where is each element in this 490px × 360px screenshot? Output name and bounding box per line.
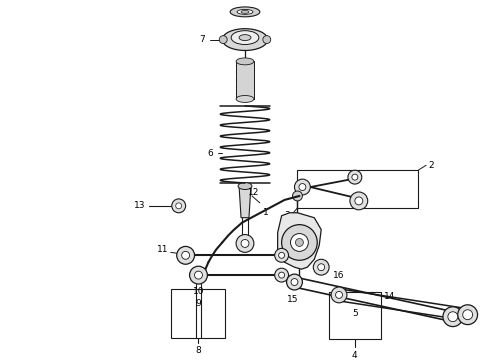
Circle shape	[279, 252, 285, 258]
Circle shape	[331, 287, 347, 303]
Circle shape	[241, 239, 249, 247]
Text: 11: 11	[157, 245, 169, 254]
Circle shape	[291, 234, 308, 251]
Text: 5: 5	[352, 309, 358, 318]
Circle shape	[263, 36, 271, 44]
Text: 2: 2	[428, 161, 434, 170]
Ellipse shape	[222, 29, 268, 50]
Circle shape	[313, 259, 329, 275]
Circle shape	[350, 192, 368, 210]
Circle shape	[448, 312, 458, 321]
Bar	[329, 292, 381, 339]
Circle shape	[275, 248, 289, 262]
Bar	[171, 289, 225, 338]
Text: 4: 4	[352, 351, 358, 360]
Circle shape	[458, 305, 478, 325]
Bar	[297, 170, 418, 208]
Text: 8: 8	[196, 346, 201, 355]
Circle shape	[287, 274, 302, 290]
Ellipse shape	[230, 7, 260, 17]
Circle shape	[299, 184, 306, 190]
Circle shape	[443, 307, 463, 327]
Circle shape	[355, 197, 363, 205]
Ellipse shape	[241, 10, 249, 13]
Circle shape	[182, 251, 190, 259]
Text: 9: 9	[196, 299, 201, 308]
Bar	[236, 61, 254, 99]
Text: 13: 13	[134, 201, 145, 210]
Text: 7: 7	[199, 35, 205, 44]
Circle shape	[177, 247, 195, 264]
Ellipse shape	[237, 9, 253, 14]
Ellipse shape	[231, 31, 259, 45]
Text: 1: 1	[263, 208, 269, 217]
Circle shape	[275, 268, 289, 282]
Circle shape	[282, 225, 317, 260]
Text: 6: 6	[208, 149, 213, 158]
Circle shape	[294, 179, 310, 195]
Text: 16: 16	[333, 271, 344, 280]
Circle shape	[236, 235, 254, 252]
Circle shape	[176, 203, 182, 209]
Circle shape	[352, 174, 358, 180]
Text: 3: 3	[284, 211, 290, 220]
Polygon shape	[239, 186, 251, 218]
Circle shape	[463, 310, 473, 320]
Circle shape	[279, 272, 285, 278]
Circle shape	[195, 271, 202, 279]
Text: 10: 10	[193, 287, 204, 296]
Polygon shape	[278, 213, 321, 269]
Text: 15: 15	[287, 295, 298, 304]
Ellipse shape	[236, 95, 254, 103]
Circle shape	[348, 170, 362, 184]
Text: 14: 14	[384, 292, 395, 301]
Circle shape	[336, 292, 343, 298]
Circle shape	[293, 191, 302, 201]
Circle shape	[219, 36, 227, 44]
Circle shape	[318, 264, 325, 271]
Circle shape	[172, 199, 186, 213]
Circle shape	[190, 266, 207, 284]
Ellipse shape	[236, 58, 254, 65]
Circle shape	[295, 239, 303, 247]
Text: 12: 12	[248, 189, 259, 198]
Circle shape	[291, 279, 298, 285]
Ellipse shape	[238, 183, 252, 189]
Ellipse shape	[239, 35, 251, 41]
